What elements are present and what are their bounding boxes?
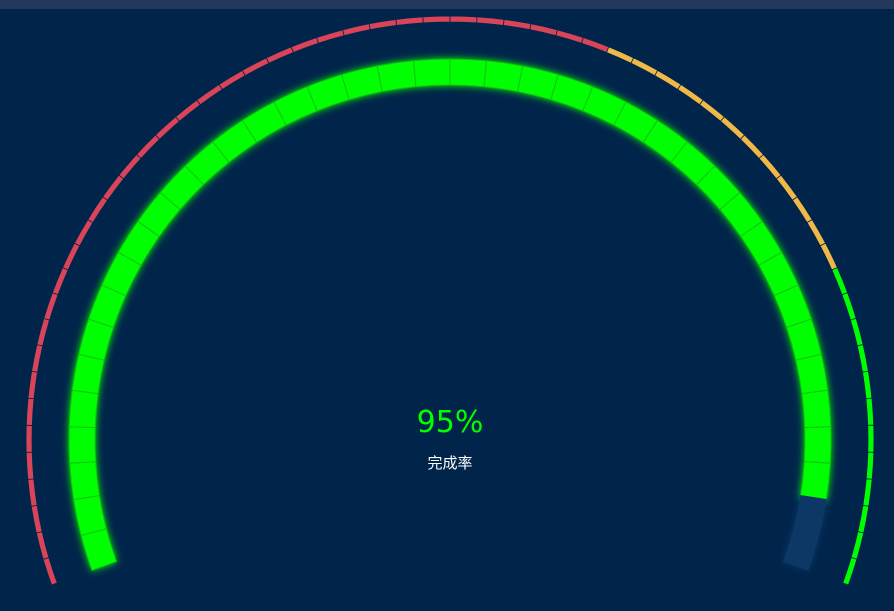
outer-band-tick — [831, 267, 849, 296]
progress-segment-filled — [376, 60, 417, 93]
outer-band-tick — [25, 424, 33, 453]
outer-band-tick — [850, 531, 865, 560]
progress-segment-filled — [68, 389, 99, 429]
outer-band-tick — [449, 15, 478, 24]
progress-segment-filled — [786, 318, 822, 361]
outer-band-tick — [36, 317, 51, 347]
progress-segment-filled — [341, 65, 383, 101]
outer-band-tick — [342, 23, 371, 37]
outer-band-tick — [806, 218, 827, 247]
outer-band-tick — [580, 37, 610, 53]
outer-band-tick — [842, 557, 858, 586]
outer-band-tick — [25, 397, 35, 426]
progress-segment-filled — [803, 426, 832, 464]
progress-segment-filled — [68, 426, 97, 464]
outer-band-tick — [867, 424, 875, 453]
progress-segment-filled — [801, 389, 832, 429]
outer-band-tick — [476, 16, 505, 26]
outer-band-tick — [502, 19, 532, 31]
progress-segment-empty — [793, 494, 827, 537]
outer-band-tick — [775, 174, 798, 201]
outer-band-tick — [316, 29, 345, 44]
outer-band-tick — [841, 292, 857, 321]
outer-band-tick — [862, 370, 873, 400]
outer-band-tick — [856, 344, 869, 373]
progress-segment-filled — [80, 528, 118, 571]
progress-segment-filled — [412, 58, 451, 88]
progress-segment-filled — [795, 353, 829, 395]
outer-color-band — [25, 15, 875, 586]
outer-band-tick — [154, 116, 181, 140]
outer-band-tick — [719, 116, 746, 140]
outer-band-tick — [30, 504, 43, 534]
outer-band-tick — [849, 317, 864, 347]
outer-band-tick — [218, 69, 246, 90]
outer-band-tick — [31, 344, 44, 373]
outer-band-tick — [62, 242, 81, 271]
outer-band-tick — [102, 174, 125, 201]
outer-band-tick — [196, 83, 223, 106]
outer-band-tick — [865, 451, 875, 480]
progress-ring — [68, 58, 832, 571]
outer-band-tick — [529, 23, 558, 37]
top-bar — [0, 0, 894, 9]
outer-band-tick — [43, 292, 59, 321]
outer-band-tick — [35, 531, 50, 560]
outer-band-tick — [27, 478, 38, 507]
outer-band-tick — [422, 15, 451, 24]
progress-segment-filled — [69, 461, 100, 501]
outer-band-tick — [555, 29, 584, 44]
outer-band-tick — [42, 557, 58, 586]
outer-band-tick — [175, 99, 201, 122]
outer-band-tick — [290, 37, 320, 53]
outer-band-tick — [51, 267, 69, 296]
outer-band-tick — [27, 370, 38, 400]
outer-band-tick — [857, 504, 870, 534]
gauge-label: 完成率 — [427, 454, 472, 472]
progress-segment-filled — [800, 461, 831, 501]
outer-band-tick — [791, 196, 813, 224]
outer-band-tick — [135, 134, 161, 160]
outer-band-tick — [677, 83, 704, 106]
outer-band-tick — [118, 153, 142, 180]
progress-segment-filled — [73, 494, 107, 537]
outer-band-tick — [368, 19, 398, 31]
outer-band-tick — [699, 99, 725, 122]
outer-band-tick — [865, 397, 875, 426]
progress-segment-empty — [782, 528, 820, 571]
outer-band-tick — [265, 46, 294, 64]
outer-band-tick — [606, 46, 635, 64]
outer-band-tick — [87, 196, 109, 224]
outer-band-tick — [758, 153, 782, 180]
progress-segment-filled — [483, 60, 524, 93]
outer-band-tick — [73, 218, 94, 247]
outer-band-tick — [819, 242, 838, 271]
outer-band-tick — [862, 478, 873, 507]
gauge-value: 95% — [417, 405, 484, 440]
outer-band-tick — [739, 134, 765, 160]
outer-band-tick — [25, 451, 35, 480]
outer-band-tick — [395, 16, 424, 26]
progress-segment-filled — [449, 58, 488, 88]
outer-band-tick — [241, 57, 270, 77]
outer-band-tick — [630, 57, 659, 77]
outer-band-tick — [654, 69, 682, 90]
progress-segment-filled — [71, 353, 105, 395]
